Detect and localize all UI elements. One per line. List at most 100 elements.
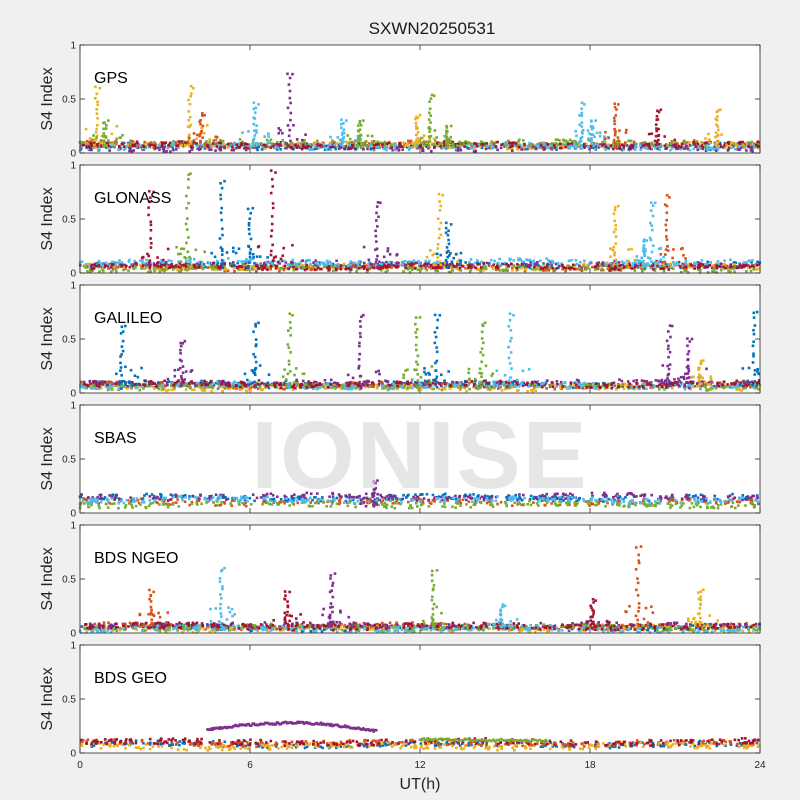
- baseline-point: [149, 384, 152, 388]
- baseline-point: [493, 259, 496, 263]
- baseline-point: [157, 384, 161, 388]
- baseline-point: [381, 143, 384, 146]
- peak-point: [656, 109, 659, 113]
- baseline-point: [270, 384, 274, 387]
- baseline-point: [349, 147, 352, 150]
- baseline-point: [516, 146, 520, 150]
- peak-base-point: [107, 139, 110, 142]
- baseline-point: [505, 262, 508, 266]
- baseline-point: [276, 146, 280, 150]
- baseline-point: [235, 146, 238, 150]
- peak-point: [648, 257, 652, 260]
- baseline-point: [211, 265, 215, 269]
- peak-base-point: [609, 247, 613, 251]
- baseline-point: [630, 144, 634, 148]
- baseline-point: [573, 139, 577, 143]
- baseline-point: [320, 142, 324, 146]
- baseline-point: [738, 140, 742, 144]
- baseline-point: [379, 262, 383, 266]
- peak-point: [590, 138, 593, 142]
- baseline-point: [375, 143, 379, 146]
- baseline-point: [117, 148, 120, 152]
- baseline-point: [216, 387, 220, 390]
- baseline-point: [278, 269, 281, 273]
- baseline-point: [723, 146, 727, 150]
- baseline-point: [121, 379, 124, 383]
- baseline-point: [455, 265, 458, 268]
- baseline-point: [612, 267, 615, 271]
- baseline-point: [189, 386, 192, 390]
- baseline-point: [330, 262, 333, 266]
- peak-point: [590, 127, 594, 131]
- baseline-point: [553, 387, 557, 391]
- baseline-point: [545, 264, 549, 267]
- baseline-point: [750, 147, 754, 151]
- baseline-point: [332, 269, 335, 273]
- baseline-point: [199, 266, 203, 269]
- peak-max-point: [223, 179, 226, 183]
- baseline-point: [531, 262, 534, 265]
- baseline-point: [95, 381, 98, 384]
- baseline-point: [718, 142, 722, 146]
- baseline-point: [270, 142, 274, 145]
- baseline-point: [703, 145, 706, 149]
- baseline-point: [349, 260, 353, 263]
- peak-max-point: [432, 94, 436, 98]
- baseline-point: [617, 383, 620, 387]
- peak-base-point: [604, 130, 607, 134]
- peak-point: [615, 108, 618, 111]
- baseline-point: [129, 140, 132, 144]
- baseline-point: [281, 265, 285, 268]
- baseline-point: [390, 144, 394, 147]
- baseline-point: [275, 143, 278, 146]
- baseline-point: [219, 138, 222, 142]
- baseline-point: [490, 144, 494, 148]
- baseline-point: [90, 263, 94, 267]
- baseline-point: [573, 383, 576, 387]
- peak-point: [271, 185, 275, 188]
- baseline-point: [150, 143, 154, 147]
- baseline-point: [165, 149, 168, 153]
- baseline-point: [219, 143, 222, 146]
- baseline-point: [332, 384, 336, 388]
- baseline-point: [242, 147, 246, 150]
- peak-base-point: [267, 140, 271, 144]
- baseline-point: [258, 383, 262, 386]
- baseline-point: [397, 264, 400, 268]
- baseline-point: [483, 385, 486, 389]
- baseline-point: [292, 268, 296, 272]
- peak-base-point: [682, 254, 685, 257]
- baseline-point: [281, 138, 285, 142]
- baseline-point: [421, 382, 424, 385]
- baseline-point: [653, 267, 657, 270]
- baseline-point: [236, 261, 239, 265]
- baseline-point: [539, 267, 543, 270]
- baseline-point: [584, 383, 588, 386]
- baseline-point: [166, 383, 169, 387]
- baseline-point: [400, 145, 403, 149]
- baseline-point: [216, 263, 219, 267]
- baseline-point: [456, 263, 459, 266]
- baseline-point: [158, 268, 162, 272]
- baseline-point: [251, 385, 254, 389]
- peak-base-point: [439, 253, 443, 257]
- peak-point: [248, 232, 251, 236]
- baseline-point: [472, 144, 476, 148]
- baseline-point: [564, 143, 567, 146]
- baseline-point: [336, 382, 339, 386]
- peak-point: [641, 249, 645, 253]
- baseline-point: [571, 263, 575, 267]
- peak-point: [198, 134, 201, 138]
- baseline-point: [381, 263, 384, 266]
- baseline-point: [139, 385, 143, 389]
- baseline-point: [659, 267, 663, 271]
- baseline-point: [193, 265, 197, 269]
- peak-base-point: [253, 261, 256, 265]
- baseline-point: [395, 263, 398, 267]
- baseline-point: [308, 259, 311, 262]
- baseline-point: [489, 258, 493, 262]
- baseline-point: [701, 146, 705, 149]
- baseline-point: [229, 144, 232, 147]
- baseline-point: [408, 141, 412, 144]
- peak-point: [289, 118, 292, 122]
